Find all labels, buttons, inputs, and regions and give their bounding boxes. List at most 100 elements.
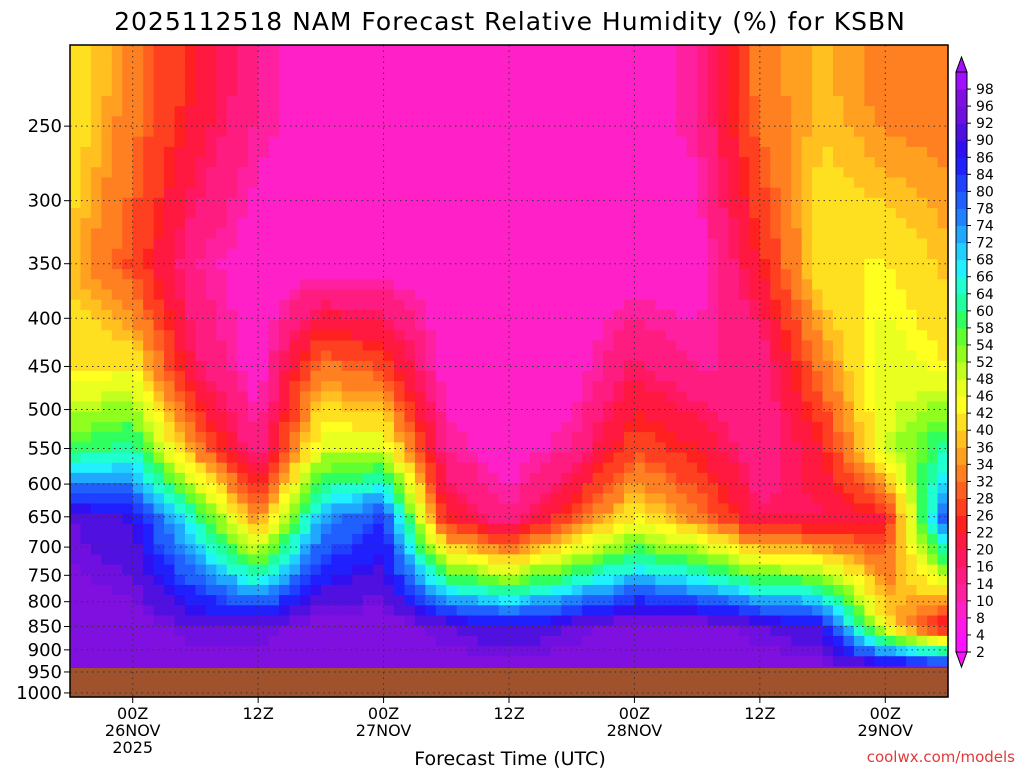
heatmap-cell — [195, 106, 207, 117]
heatmap-cell — [561, 493, 573, 505]
heatmap-cell — [613, 442, 625, 454]
heatmap-cell — [655, 238, 667, 250]
heatmap-cell — [529, 432, 541, 443]
heatmap-cell — [477, 350, 489, 362]
heatmap-cell — [655, 350, 667, 362]
heatmap-cell — [373, 45, 385, 56]
heatmap-cell — [592, 574, 604, 586]
heatmap-cell — [195, 45, 207, 56]
heatmap-cell — [571, 646, 583, 657]
heatmap-cell — [174, 218, 186, 229]
heatmap-cell — [383, 391, 395, 403]
heatmap-cell — [519, 432, 531, 443]
heatmap-cell — [676, 574, 688, 586]
heatmap-cell — [655, 116, 667, 128]
heatmap-cell — [571, 248, 583, 260]
heatmap-cell — [352, 472, 364, 484]
heatmap-cell — [519, 544, 531, 555]
heatmap-cell — [812, 330, 824, 342]
heatmap-cell — [540, 656, 552, 668]
heatmap-cell — [195, 523, 207, 535]
heatmap-cell — [550, 95, 562, 107]
heatmap-cell — [101, 544, 113, 555]
heatmap-cell — [153, 330, 165, 342]
heatmap-cell — [613, 574, 625, 586]
heatmap-cell — [153, 595, 165, 606]
heatmap-cell — [812, 75, 824, 87]
heatmap-cell — [279, 503, 291, 515]
heatmap-cell — [780, 177, 792, 189]
heatmap-cell — [780, 116, 792, 128]
heatmap-cell — [247, 106, 259, 117]
heatmap-cell — [509, 421, 521, 433]
heatmap-cell — [237, 157, 249, 168]
heatmap-cell — [874, 523, 886, 535]
heatmap-cell — [237, 95, 249, 107]
heatmap-cell — [603, 381, 615, 392]
heatmap-cell — [791, 605, 803, 617]
heatmap-cell — [686, 391, 698, 403]
heatmap-cell — [70, 625, 82, 637]
heatmap-cell — [341, 330, 353, 342]
heatmap-cell — [456, 299, 468, 311]
heatmap-cell — [728, 452, 740, 464]
heatmap-cell — [80, 544, 92, 555]
heatmap-cell — [331, 544, 343, 555]
heatmap-cell — [634, 309, 646, 321]
heatmap-cell — [759, 258, 771, 270]
heatmap-cell — [70, 564, 82, 576]
heatmap-cell — [435, 493, 447, 505]
heatmap-cell — [759, 238, 771, 250]
heatmap-cell — [456, 360, 468, 372]
heatmap-cell — [738, 208, 751, 219]
heatmap-cell — [237, 635, 249, 647]
heatmap-cell — [519, 391, 531, 403]
heatmap-cell — [623, 523, 636, 535]
heatmap-cell — [258, 635, 270, 647]
heatmap-cell — [467, 635, 479, 647]
heatmap-cell — [791, 350, 803, 362]
heatmap-cell — [70, 197, 82, 209]
heatmap-cell — [247, 625, 259, 637]
heatmap-cell — [195, 432, 207, 443]
heatmap-cell — [184, 248, 197, 260]
heatmap-cell — [164, 595, 176, 606]
heatmap-cell — [362, 635, 374, 647]
heatmap-cell — [718, 289, 730, 301]
heatmap-cell — [780, 605, 792, 617]
heatmap-cell — [780, 55, 792, 66]
heatmap-cell — [279, 238, 291, 250]
heatmap-cell — [833, 371, 845, 382]
heatmap-cell — [373, 401, 385, 413]
heatmap-cell — [509, 411, 521, 423]
heatmap-cell — [394, 65, 406, 77]
heatmap-cell — [362, 513, 374, 525]
heatmap-cell — [718, 472, 730, 484]
heatmap-cell — [456, 432, 468, 443]
heatmap-cell — [247, 157, 259, 168]
heatmap-cell — [697, 381, 709, 392]
heatmap-cell — [770, 218, 782, 229]
heatmap-cell — [498, 95, 510, 107]
heatmap-cell — [759, 503, 771, 515]
heatmap-cell — [770, 187, 782, 199]
heatmap-cell — [718, 432, 730, 443]
heatmap-cell — [623, 146, 636, 158]
heatmap-cell — [299, 116, 312, 128]
heatmap-cell — [718, 656, 730, 668]
heatmap-cell — [749, 228, 761, 240]
heatmap-cell — [132, 564, 144, 576]
heatmap-cell — [132, 218, 144, 229]
heatmap-cell — [90, 45, 102, 56]
heatmap-cell — [571, 584, 583, 596]
heatmap-cell — [289, 157, 301, 168]
heatmap-cell — [759, 574, 771, 586]
heatmap-cell — [299, 126, 312, 138]
heatmap-cell — [707, 432, 719, 443]
heatmap-cell — [509, 126, 521, 138]
heatmap-cell — [174, 238, 186, 250]
heatmap-cell — [853, 187, 865, 199]
heatmap-cell — [80, 625, 92, 637]
heatmap-cell — [122, 421, 134, 433]
